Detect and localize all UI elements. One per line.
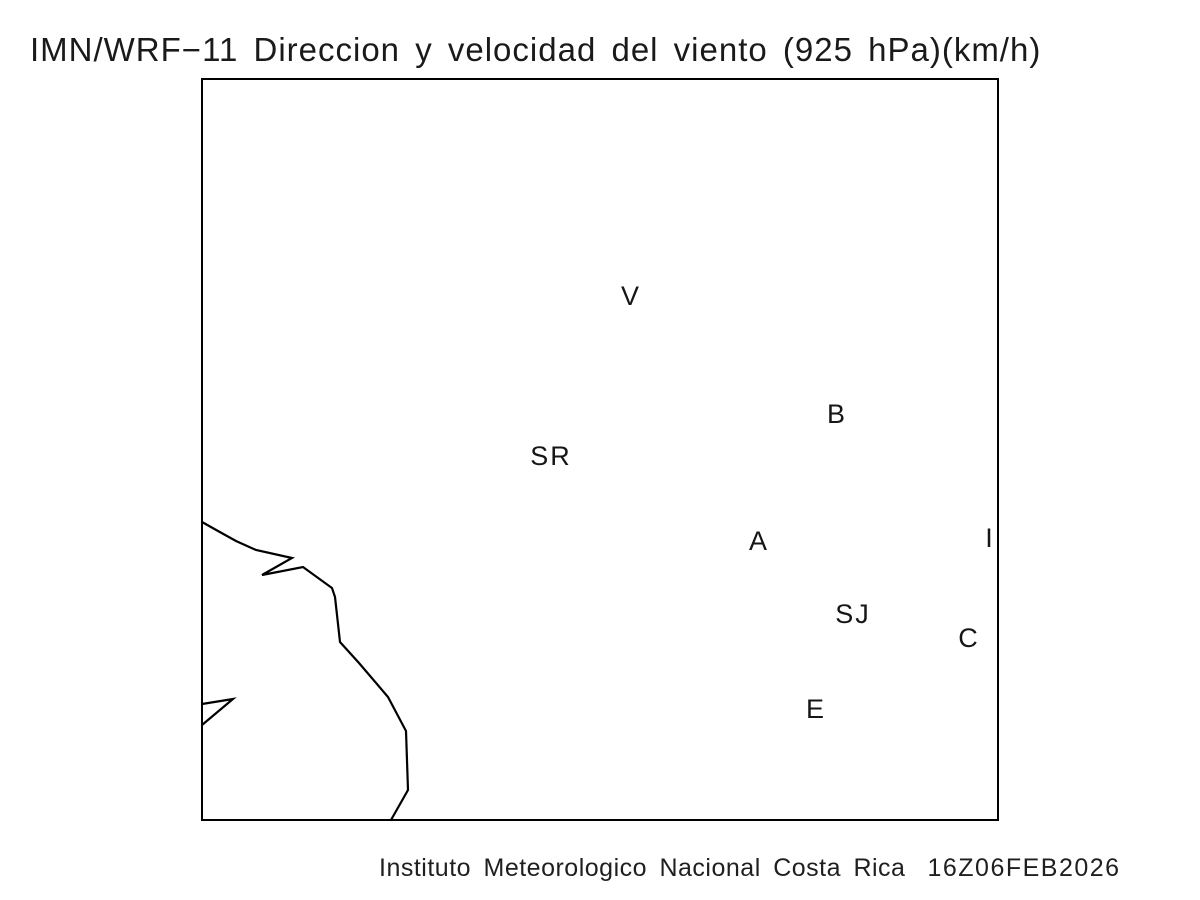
station-label-sj: SJ <box>835 599 871 629</box>
station-label-i: I <box>985 523 995 553</box>
coastline <box>200 520 410 822</box>
station-label-a: A <box>749 526 769 556</box>
station-label-b: B <box>827 399 847 429</box>
coastline-inlet <box>200 697 237 727</box>
page-title: IMN/WRF−11 Direccion y velocidad del vie… <box>30 31 1042 68</box>
datetime-stamp: 16Z06FEB2026 <box>927 854 1121 882</box>
station-label-v: V <box>621 281 641 311</box>
footer-credit: Instituto Meteorologico Nacional Costa R… <box>379 851 1121 885</box>
institution-name: Instituto Meteorologico Nacional Costa R… <box>379 854 906 882</box>
station-labels: V B SR A I SJ C E <box>530 281 995 724</box>
map-frame <box>201 78 999 821</box>
station-label-sr: SR <box>530 441 572 471</box>
station-label-c: C <box>958 623 980 653</box>
station-label-e: E <box>806 694 826 724</box>
